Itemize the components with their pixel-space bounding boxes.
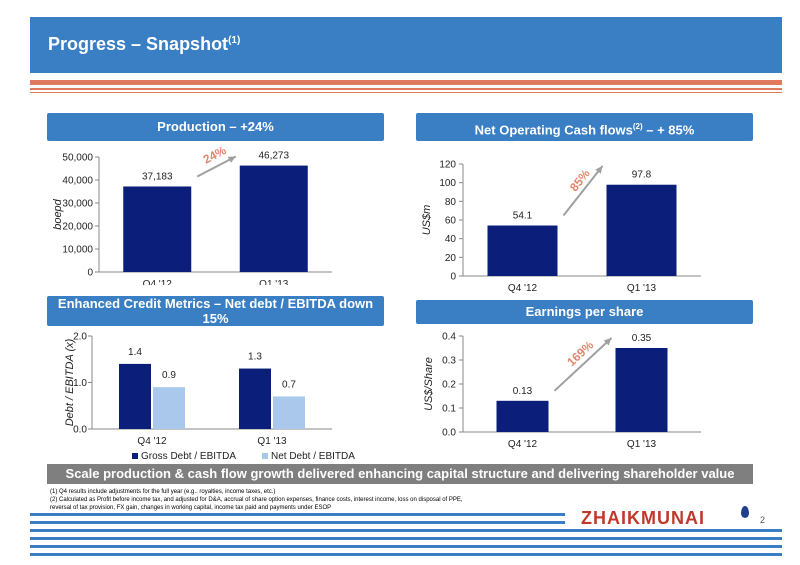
credit-panel-title: Enhanced Credit Metrics – Net debt / EBI…: [47, 296, 384, 326]
x-tick-label: Q1 '13: [627, 439, 657, 450]
y-axis-label: US$m: [421, 205, 433, 236]
y-tick-label: 0.1: [442, 404, 456, 415]
arrow-head: [603, 338, 612, 346]
footer-stripe: [30, 529, 782, 532]
growth-arrow: [562, 165, 604, 217]
y-tick-label: 20,000: [62, 222, 93, 233]
footnotes: (1) Q4 results include adjustments for t…: [50, 488, 590, 512]
bar: [273, 396, 305, 429]
y-tick-label: 60: [445, 216, 457, 227]
bar: [615, 348, 668, 432]
page-title: Progress – Snapshot(1): [48, 34, 241, 54]
drop-icon: [741, 506, 749, 518]
header-stripe: [30, 80, 782, 85]
y-axis-label: boepd: [52, 198, 64, 229]
footnote: (1) Q4 results include adjustments for t…: [50, 489, 276, 495]
y-axis-label: US$/Share: [423, 357, 435, 411]
x-tick-label: Q4 '12: [137, 436, 167, 447]
bar: [239, 165, 308, 272]
growth-annotation: 169%: [564, 338, 596, 369]
growth-annotation: 24%: [201, 145, 229, 167]
data-label: 0.35: [632, 333, 652, 344]
x-tick-label: Q1 '13: [259, 279, 289, 285]
legend-swatch: [262, 453, 268, 459]
data-label: 97.8: [632, 170, 652, 181]
bar: [119, 363, 151, 429]
y-tick-label: 100: [439, 178, 456, 189]
y-tick-label: 50,000: [62, 153, 93, 164]
footer-stripe: [30, 513, 565, 516]
bar: [487, 225, 558, 276]
x-tick-label: Q4 '12: [508, 283, 538, 294]
y-tick-label: 0: [87, 268, 93, 279]
header-stripe: [30, 92, 782, 93]
y-tick-label: 0.4: [442, 332, 456, 343]
eps-panel-title: Earnings per share: [416, 300, 753, 324]
x-tick-label: Q4 '12: [508, 439, 538, 450]
data-label: 1.3: [248, 352, 262, 363]
y-tick-label: 0: [450, 272, 456, 283]
legend-label: Net Debt / EBITDA: [271, 451, 355, 462]
bar: [496, 400, 549, 432]
page-number: 2: [760, 515, 766, 525]
y-tick-label: 30,000: [62, 199, 93, 210]
growth-arrow: [196, 155, 237, 178]
header-stripe: [30, 88, 782, 90]
cashflow-chart: 0 20 40 60 80 100 120 US$m Q4 '12 Q1 '13 54.1 97.8 8…: [421, 160, 701, 294]
production-panel-title: Production – +24%: [47, 113, 384, 141]
y-tick-label: 80: [445, 197, 457, 208]
y-tick-label: 120: [439, 160, 456, 171]
bar: [153, 387, 185, 429]
arrow-head: [595, 166, 603, 174]
bar: [606, 184, 677, 276]
data-label: 37,183: [142, 171, 173, 182]
y-tick-label: 10,000: [62, 245, 93, 256]
footer-stripe: [30, 537, 782, 540]
data-label: 0.7: [282, 379, 296, 390]
data-label: 54.1: [513, 211, 533, 222]
production-chart: 0 10,000 20,000 30,000 40,000 50,000 boepd Q4 '…: [52, 145, 332, 285]
summary-banner: Scale production & cash flow growth deli…: [47, 464, 753, 484]
cashflow-panel-title: Net Operating Cash flows(2) – + 85%: [416, 113, 753, 141]
footer-stripe: [30, 521, 565, 524]
footnote: reversal of tax provision, FX gain, chan…: [50, 505, 332, 511]
legend-label: Gross Debt / EBITDA: [141, 451, 236, 462]
x-tick-label: Q1 '13: [257, 436, 287, 447]
y-axis-label: Debt / EBITDA (x): [64, 338, 76, 426]
x-tick-label: Q1 '13: [627, 283, 657, 294]
eps-chart: 0.0 0.1 0.2 0.3 0.4 US$/Share Q4 '12 Q1 '13 0.13…: [423, 332, 701, 450]
data-label: 0.13: [513, 386, 533, 397]
legend-swatch: [132, 453, 138, 459]
header-bar: [30, 17, 782, 73]
bar: [239, 368, 271, 429]
y-tick-label: 0.3: [442, 356, 456, 367]
growth-arrow: [553, 337, 613, 392]
y-tick-label: 1.0: [73, 378, 87, 389]
y-tick-label: 0.2: [442, 380, 456, 391]
y-tick-label: 0.0: [442, 428, 456, 439]
footnote: (2) Calculated as Profit before income t…: [50, 497, 463, 503]
y-tick-label: 40: [445, 234, 457, 245]
data-label: 46,273: [258, 151, 289, 162]
y-tick-label: 40,000: [62, 176, 93, 187]
bar: [123, 186, 192, 272]
arrow-head: [227, 156, 236, 163]
data-label: 1.4: [128, 347, 142, 358]
footer-stripe: [30, 545, 782, 548]
x-tick-label: Q4 '12: [143, 279, 173, 285]
footer-stripe: [30, 553, 782, 556]
y-tick-label: 20: [445, 253, 457, 264]
growth-annotation: 85%: [567, 166, 593, 194]
company-logo: ZHAIKMUNAI: [581, 508, 705, 528]
y-tick-label: 2.0: [73, 332, 87, 343]
data-label: 0.9: [162, 370, 176, 381]
y-tick-label: 0.0: [73, 425, 87, 436]
